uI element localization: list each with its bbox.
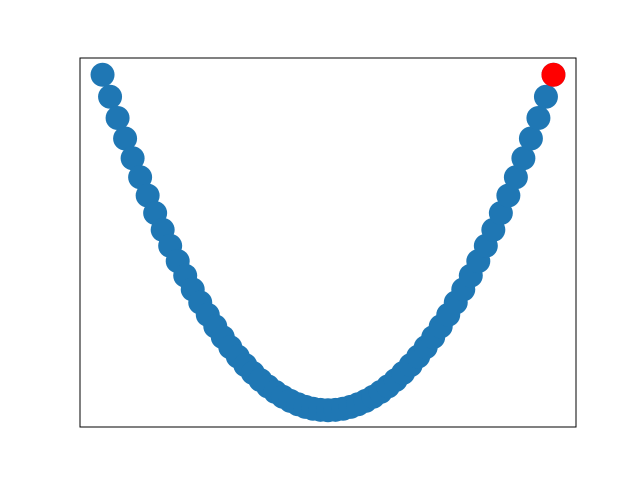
points-layer [90, 62, 566, 423]
data-point [113, 126, 138, 151]
data-point [503, 165, 528, 190]
data-point [511, 146, 536, 171]
highlight-point [541, 62, 566, 87]
data-point [90, 62, 115, 87]
data-point [533, 84, 558, 109]
data-point [120, 146, 145, 171]
data-point [526, 106, 551, 131]
data-point [105, 106, 130, 131]
axes-frame [79, 57, 577, 428]
data-point [128, 165, 153, 190]
data-point [496, 183, 521, 208]
data-point [98, 84, 123, 109]
data-point [518, 126, 543, 151]
